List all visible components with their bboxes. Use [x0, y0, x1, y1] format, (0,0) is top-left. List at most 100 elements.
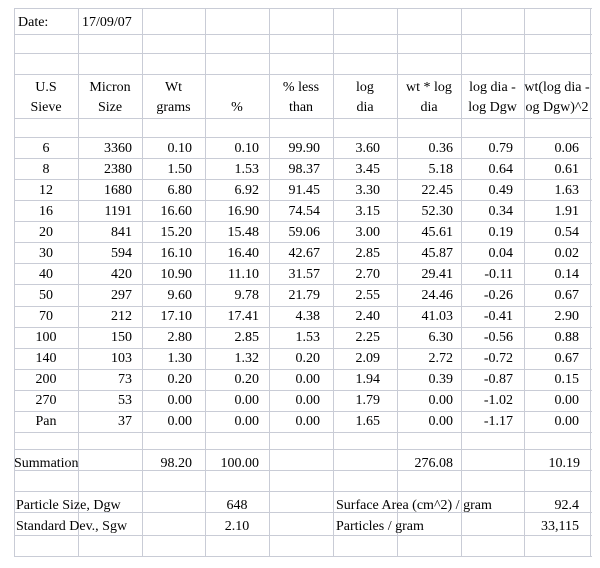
gridline-h [14, 491, 592, 492]
cell-sq: 0.67 [554, 351, 580, 366]
cell-sieve: 30 [39, 246, 53, 261]
cell-less: 0.00 [295, 414, 321, 429]
cell-wtlog: 0.39 [428, 372, 454, 387]
header-wt-2: grams [156, 100, 191, 115]
header-pct-2: % [231, 100, 243, 115]
cell-sieve: 50 [39, 288, 53, 303]
cell-logdia: 1.94 [355, 372, 381, 387]
cell-pct: 11.10 [228, 267, 259, 282]
cell-logdia: 2.70 [355, 267, 381, 282]
cell-micron: 594 [111, 246, 132, 261]
gridline-v [333, 8, 334, 556]
cell-micron: 37 [118, 414, 132, 429]
summation-sq: 10.19 [548, 456, 581, 471]
cell-logdia: 3.45 [355, 162, 381, 177]
cell-pct: 17.41 [227, 309, 260, 324]
particle-size-value: 648 [226, 498, 248, 513]
cell-pct: 0.10 [234, 141, 260, 156]
particle-size-label: Particle Size, Dgw [16, 498, 121, 513]
gridline-h [14, 221, 592, 222]
summation-wtlog: 276.08 [414, 456, 454, 471]
gridline-h [14, 53, 592, 54]
cell-less: 59.06 [288, 225, 321, 240]
cell-logdiff: 0.49 [488, 183, 514, 198]
cell-micron: 73 [118, 372, 132, 387]
gridline-h [14, 200, 592, 201]
cell-wt: 6.80 [167, 183, 193, 198]
header-wt-1: Wt [164, 80, 183, 95]
cell-logdia: 3.15 [355, 204, 381, 219]
cell-wt: 0.20 [167, 372, 193, 387]
header-logdiff-2: log Dgw [468, 100, 517, 115]
cell-logdia: 2.40 [355, 309, 381, 324]
cell-logdiff: -0.56 [483, 330, 513, 345]
cell-sq: 0.06 [554, 141, 580, 156]
gridline-h [14, 158, 592, 159]
gridline-h [14, 306, 592, 307]
cell-sieve: 140 [35, 351, 57, 366]
cell-sieve: 200 [35, 372, 57, 387]
cell-pct: 16.40 [227, 246, 260, 261]
cell-wt: 10.90 [160, 267, 193, 282]
gridline-h [14, 327, 592, 328]
std-dev-value: 2.10 [224, 519, 250, 534]
cell-sieve: 70 [39, 309, 53, 324]
particles-label: Particles / gram [336, 519, 424, 534]
header-less-2: than [288, 100, 314, 115]
cell-logdiff: -0.26 [483, 288, 513, 303]
std-dev-label: Standard Dev., Sgw [16, 519, 128, 534]
cell-logdia: 1.65 [355, 414, 381, 429]
cell-micron: 103 [111, 351, 132, 366]
cell-sq: 1.63 [554, 183, 580, 198]
gridline-h [14, 179, 592, 180]
cell-sq: 1.91 [554, 204, 580, 219]
cell-wtlog: 45.61 [421, 225, 454, 240]
cell-logdia: 3.00 [355, 225, 381, 240]
cell-logdiff: 0.04 [488, 246, 514, 261]
summation-pct: 100.00 [220, 456, 260, 471]
cell-micron: 841 [111, 225, 132, 240]
cell-less: 0.20 [295, 351, 321, 366]
cell-sieve: 8 [42, 162, 50, 177]
cell-wtlog: 2.72 [428, 351, 454, 366]
cell-wt: 2.80 [167, 330, 193, 345]
surface-area-value: 92.4 [554, 498, 580, 513]
cell-sq: 0.61 [554, 162, 580, 177]
cell-logdiff: -1.17 [483, 414, 513, 429]
cell-sieve: 270 [35, 393, 57, 408]
cell-sieve: 20 [39, 225, 53, 240]
cell-wt: 0.10 [167, 141, 193, 156]
gridline-h [14, 449, 592, 450]
cell-pct: 15.48 [227, 225, 260, 240]
cell-wt: 17.10 [160, 309, 193, 324]
cell-wtlog: 24.46 [421, 288, 454, 303]
gridline-h [14, 242, 592, 243]
gridline-v [269, 8, 270, 556]
gridline-h [14, 137, 592, 138]
cell-sq: 0.00 [554, 393, 580, 408]
cell-logdiff: 0.79 [488, 141, 514, 156]
cell-sq: 0.67 [554, 288, 580, 303]
cell-logdiff: -0.72 [483, 351, 513, 366]
cell-logdia: 2.09 [355, 351, 381, 366]
gridline-h [14, 512, 592, 513]
cell-less: 31.57 [288, 267, 321, 282]
header-logdia-1: log [356, 80, 374, 95]
header-logdiff-1: log dia - [469, 80, 516, 95]
cell-less: 99.90 [288, 141, 321, 156]
cell-logdiff: 0.64 [488, 162, 514, 177]
cell-pct: 1.53 [234, 162, 260, 177]
cell-sq: 0.15 [554, 372, 580, 387]
summation-wt: 98.20 [160, 456, 193, 471]
cell-logdia: 3.60 [355, 141, 381, 156]
cell-pct: 16.90 [227, 204, 260, 219]
cell-less: 98.37 [288, 162, 321, 177]
cell-wtlog: 0.00 [428, 414, 454, 429]
date-value: 17/09/07 [82, 15, 132, 30]
cell-micron: 150 [111, 330, 132, 345]
header-logdia-2: dia [356, 100, 374, 115]
gridline-h [14, 348, 592, 349]
gridline-h [14, 263, 592, 264]
gridline-v [14, 8, 15, 556]
